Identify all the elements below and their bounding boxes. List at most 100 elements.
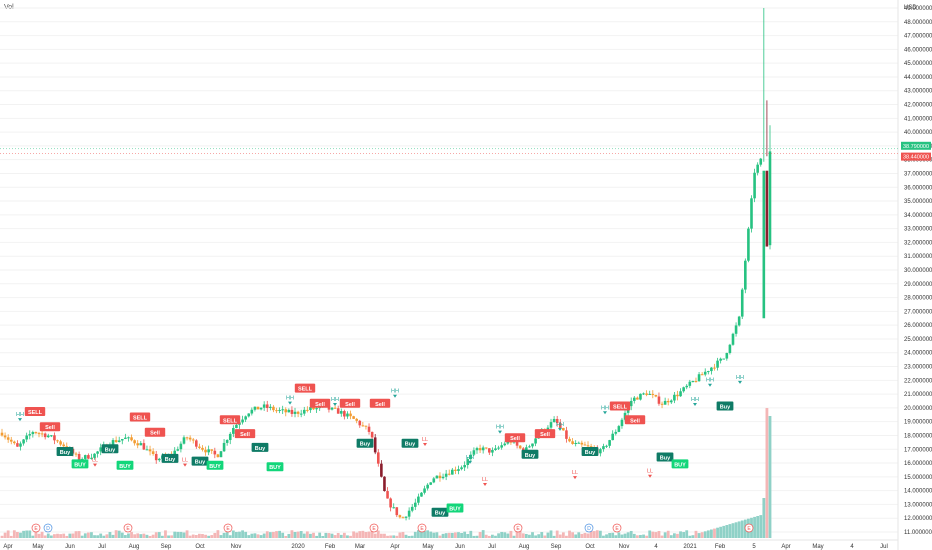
candle-body [43,433,47,438]
volume-bar [34,531,38,538]
candle-body [16,443,19,447]
price-label-text: 38.440000 [903,155,929,161]
price-tick-label: 48.000000 [904,20,932,26]
volume-bar [16,531,19,538]
price-tick-label: 20.000000 [904,406,932,412]
volume-bar [321,535,325,538]
signal-badge [624,415,646,425]
signal-badge-text: BUY [449,507,461,513]
pivot-label: HH [736,375,744,381]
candle-body [731,333,735,345]
volume-bar [330,533,334,538]
price-tick-label: 12.000000 [904,516,932,522]
candle-body [213,450,217,455]
price-tick-label: 30.000000 [904,268,932,274]
volume-bar [188,535,192,538]
earnings-marker [369,523,379,533]
candle-body [716,360,719,368]
time-tick-label: May [812,544,823,550]
pivot-label: LL [92,458,98,464]
candle-body [117,440,121,443]
volume-bar [734,522,738,538]
candle-body [219,451,223,458]
volume-bar [383,533,386,538]
dividend-marker [584,523,594,533]
candle-body [398,515,402,518]
price-tick-label: 27.000000 [904,309,932,315]
volume-bar [65,535,69,538]
volume-bar [173,531,177,538]
time-tick-label: 4 [654,544,658,550]
signal-badge-text: Buy [255,446,266,452]
price-tick-label: 42.000000 [904,103,932,109]
volume-bar [768,416,772,538]
candle-body [651,393,655,396]
candle-body [380,463,383,477]
volume-bar [247,535,251,538]
price-tick-label: 35.000000 [904,199,932,205]
volume-bar [398,532,402,538]
volume-bar [518,530,522,538]
candle-body [528,446,531,448]
volume-bar [379,533,383,538]
volume-bar [68,533,72,538]
candle-body [414,502,417,507]
candle-body [534,438,537,444]
price-tick-label: 26.000000 [904,323,932,329]
time-axis[interactable]: Apr May Jun Jul Aug Sep Oct Nov 2020 Feb Mar Apr May… [0,539,898,550]
volume-bar [361,530,365,538]
time-tick-label: Feb [325,544,336,550]
volume-bar [312,532,315,538]
volume-bar [136,533,140,538]
price-label-text: 38.790000 [903,144,929,150]
candle-body [457,469,460,471]
pivot-label: LL [482,477,488,483]
volume-bar [435,532,439,538]
volume-bar [466,533,470,538]
candle-body [315,408,318,410]
candle-body [290,409,294,414]
price-tick-label: 19.000000 [904,420,932,426]
volume-bar [602,535,605,538]
volume-bar [416,530,420,538]
signal-badge [206,460,224,470]
candle-body [124,437,127,439]
candle-body [691,381,695,383]
volume-bar [259,535,263,538]
candle-body [265,404,269,408]
candle-body [179,443,183,450]
volume-bar [25,530,29,538]
pivot-arrow [483,482,487,486]
candle-body [614,431,618,434]
volume-bar [90,532,93,538]
candle-body [759,158,763,165]
volume-bar [105,534,109,538]
volume-bar [3,532,7,538]
pivot-arrow [603,411,607,415]
volume-bar [444,533,448,538]
candle-body [198,446,201,448]
candle-body [56,440,59,442]
volume-bar [86,532,90,538]
volume-bar [145,534,149,538]
volume-bar [568,530,571,538]
signal-badge-text: SELL [133,416,148,422]
candle-body [444,473,448,477]
candle-body [182,437,186,444]
candle-body [460,467,463,470]
candle-body [28,434,32,436]
volume-bar [250,533,254,538]
volume-bar [265,531,269,538]
volume-bar [197,533,201,538]
volume-bar [228,535,232,538]
candle-body [96,451,99,454]
volume-bar [765,408,769,538]
candle-body [59,441,62,445]
volume-bar [241,530,244,538]
candle-body [645,393,648,395]
pivot-arrow [183,463,187,467]
volume-bar [561,532,565,538]
candle-body [275,410,278,412]
